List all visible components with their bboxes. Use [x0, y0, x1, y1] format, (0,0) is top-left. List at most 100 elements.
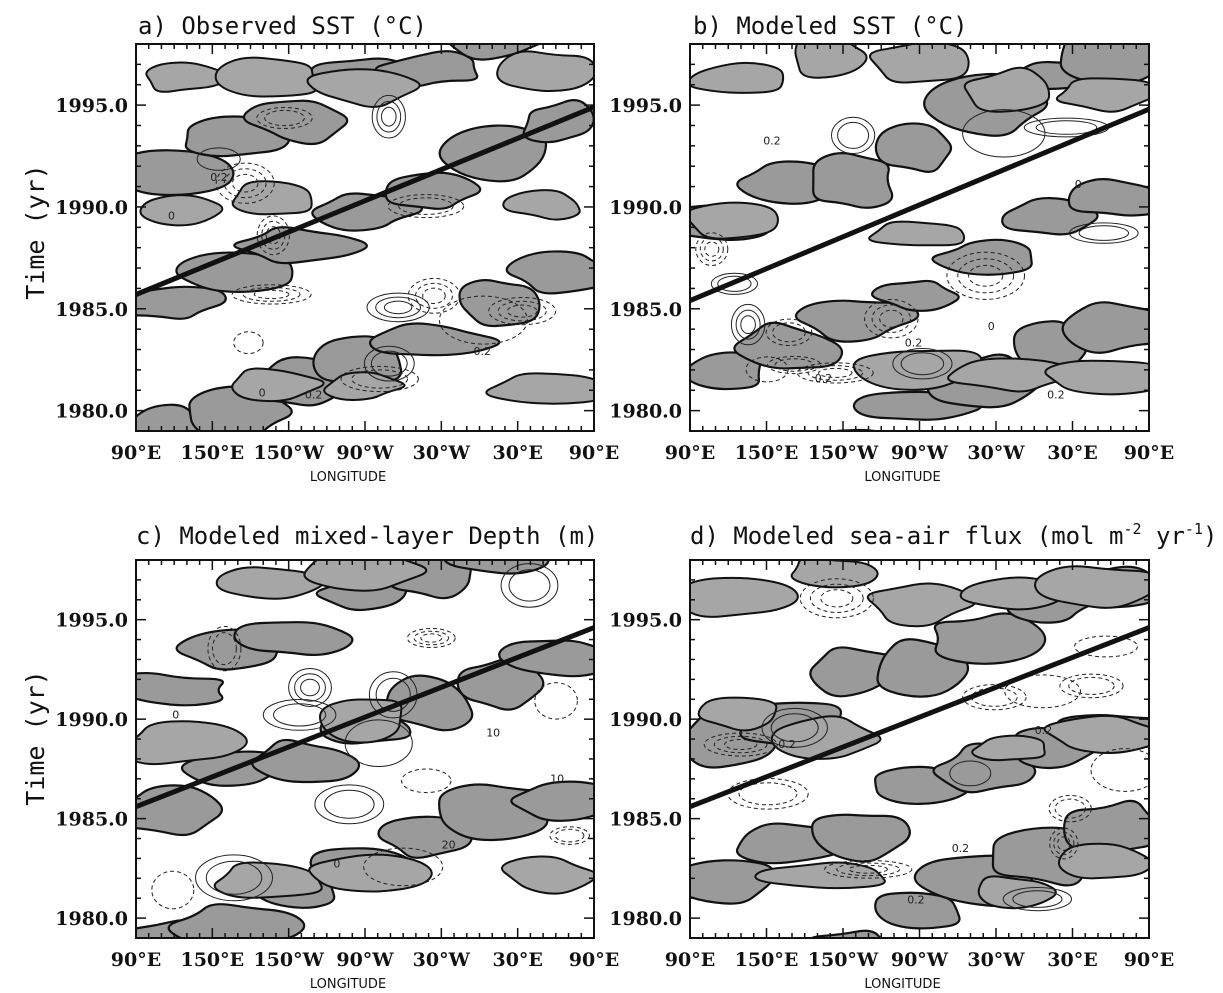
contour-negative [253, 289, 290, 300]
contour-positive [837, 121, 870, 149]
contour-negative [207, 625, 242, 672]
contour-value-label: 20 [442, 839, 456, 852]
shaded-region [501, 855, 594, 895]
y-tick-label: 1990.0 [55, 709, 128, 731]
contour-value-label: 0.2 [907, 894, 925, 907]
x-tick-label: 150°W [808, 949, 879, 971]
contour-positive [1035, 120, 1098, 135]
contour-negative [223, 168, 267, 199]
contour-negative [946, 251, 1026, 300]
panel-c-title: c) Modeled mixed-layer Depth (m) [136, 522, 598, 550]
x-tick-label: 30°E [1047, 949, 1097, 971]
x-tick-label: 90°E [111, 949, 161, 971]
contour-positive [196, 147, 241, 171]
contour-positive [500, 563, 559, 608]
shaded-region [690, 201, 779, 240]
shaded-region [933, 612, 1047, 665]
contour-negative [549, 826, 590, 845]
x-tick-label: 150°W [253, 949, 324, 971]
x-tick-label: 30°E [492, 949, 542, 971]
contour-negative [824, 860, 913, 879]
y-tick-label: 1995.0 [55, 95, 128, 117]
contour-negative [774, 358, 814, 372]
contour-positive [381, 106, 397, 127]
y-tick-label: 1995.0 [55, 610, 128, 632]
shaded-region [214, 56, 319, 98]
contour-negative [497, 300, 547, 322]
contour-positive [761, 707, 828, 748]
contour-negative [151, 870, 195, 910]
panel-d-title-sup1: -2 [1123, 520, 1141, 538]
contour-negative [398, 197, 454, 215]
panel-d: 0.2 0.2 0.2 0.2 90°E 150°E 150°W 90°W 30°W 30°E 90… [609, 559, 1174, 992]
shaded-region [368, 322, 501, 357]
contour-negative [713, 735, 768, 754]
shaded-region [1061, 301, 1149, 354]
shaded-region [1034, 565, 1149, 609]
contour-negative [233, 331, 264, 355]
x-tick-label: 150°W [253, 442, 324, 464]
panel-b: 0.2 0 0.2 0.2 0.2 0 90°E 150°E 150°W 90°W 30°W 30°E… [609, 43, 1174, 485]
contour-positive [376, 100, 402, 133]
trend-line [690, 625, 1149, 810]
contour-negative [807, 365, 864, 381]
shaded-region [323, 371, 406, 401]
shaded-region [963, 66, 1051, 113]
contour-negative [745, 356, 789, 383]
contour-negative [351, 369, 409, 389]
contour-positive [1012, 890, 1063, 908]
y-tick-label: 1995.0 [609, 95, 682, 117]
y-tick-label: 1985.0 [609, 809, 682, 831]
contour-value-label: 10 [550, 772, 564, 785]
contour-negative [387, 194, 465, 219]
shaded-region [947, 357, 1079, 393]
shaded-region [136, 285, 227, 320]
y-tick-label: 1990.0 [55, 197, 128, 219]
contour-positive [324, 789, 375, 819]
shaded-region [690, 576, 799, 618]
shaded-region [213, 861, 323, 899]
contour-negative [957, 258, 1015, 294]
x-tick-label: 90°W [336, 442, 394, 464]
shaded-region [1044, 359, 1149, 396]
x-axis-label: LONGITUDE [864, 470, 940, 485]
shaded-region [1055, 77, 1149, 113]
x-tick-label: 150°E [180, 949, 244, 971]
shaded-region [812, 152, 894, 209]
x-tick-label: 150°E [180, 442, 244, 464]
x-tick-label: 150°E [735, 442, 799, 464]
contour-value-label: 0.2 [474, 345, 492, 358]
contour-negative [820, 589, 854, 608]
contour-negative [256, 215, 290, 256]
contour-positive [314, 784, 385, 825]
contour-negative [1090, 748, 1149, 792]
contour-negative [724, 739, 758, 750]
x-tick-label: 90°E [1124, 949, 1174, 971]
x-tick-label: 150°E [735, 949, 799, 971]
y-tick-label: 1985.0 [55, 809, 128, 831]
contour-positive [962, 109, 1046, 158]
contour-positive [294, 673, 326, 702]
x-tick-label: 30°E [492, 442, 542, 464]
contour-value-label: 0.2 [305, 388, 323, 401]
contour-positive [717, 275, 752, 292]
contour-negative [488, 297, 557, 326]
shaded-region [971, 734, 1046, 762]
contour-negative [401, 768, 452, 794]
shaded-region [139, 194, 224, 227]
contour-negative [212, 632, 237, 666]
shaded-region [810, 813, 911, 863]
contour-field: 0 10 20 10 0 [136, 560, 594, 938]
contour-positive [288, 668, 332, 707]
contour-field: 0.2 0 0.2 0 0.2 [136, 44, 594, 431]
x-tick-label: 30°W [413, 442, 471, 464]
contour-value-label: 0.2 [815, 372, 833, 385]
contour-positive [730, 303, 766, 346]
y-tick-label: 1995.0 [609, 610, 682, 632]
shaded-region [136, 671, 224, 707]
contour-positive [300, 678, 320, 697]
contour-value-label: 0.2 [763, 135, 781, 148]
shaded-region [242, 99, 349, 146]
shaded-region [931, 238, 1033, 276]
